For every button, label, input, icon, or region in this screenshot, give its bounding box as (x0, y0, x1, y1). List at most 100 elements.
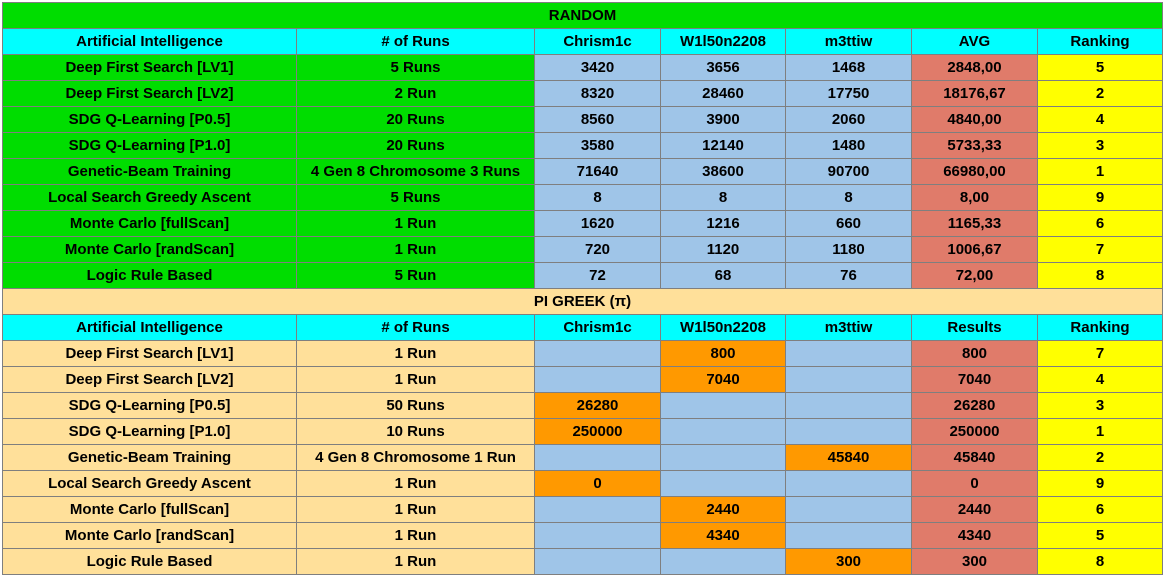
ranking-cell: 2 (1037, 80, 1163, 107)
section-title-row: PI GREEK (π) (2, 288, 1163, 315)
result-cell: 2848,00 (911, 54, 1038, 81)
table-row: Monte Carlo [randScan] 1 Run 720 1120 1180 10… (2, 236, 1163, 263)
runs-cell: 1 Run (296, 340, 535, 367)
header-ai: Artificial Intelligence (2, 28, 297, 55)
runs-cell: 4 Gen 8 Chromosome 3 Runs (296, 158, 535, 185)
chrism1c-cell: 8 (534, 184, 661, 211)
result-cell: 0 (911, 470, 1038, 497)
header-w1l50n2208: W1l50n2208 (660, 314, 786, 341)
ai-name-cell: Deep First Search [LV2] (2, 366, 297, 393)
table-row: Local Search Greedy Ascent 5 Runs 8 8 8 8,00 9 (2, 184, 1163, 211)
table-row: Genetic-Beam Training 4 Gen 8 Chromosome … (2, 444, 1163, 471)
runs-cell: 5 Runs (296, 54, 535, 81)
result-cell: 300 (911, 548, 1038, 575)
chrism1c-cell (534, 496, 661, 523)
header-ai: Artificial Intelligence (2, 314, 297, 341)
result-cell: 1165,33 (911, 210, 1038, 237)
ranking-cell: 2 (1037, 444, 1163, 471)
table-row: SDG Q-Learning [P1.0] 10 Runs 250000 250000… (2, 418, 1163, 445)
runs-cell: 1 Run (296, 470, 535, 497)
runs-cell: 1 Run (296, 496, 535, 523)
w1l50n2208-cell: 3900 (660, 106, 786, 133)
ranking-cell: 9 (1037, 470, 1163, 497)
ai-name-cell: SDG Q-Learning [P0.5] (2, 106, 297, 133)
runs-cell: 1 Run (296, 548, 535, 575)
m3ttiw-cell (785, 366, 912, 393)
chrism1c-cell (534, 340, 661, 367)
chrism1c-cell: 1620 (534, 210, 661, 237)
m3ttiw-cell: 76 (785, 262, 912, 289)
table-row: SDG Q-Learning [P0.5] 50 Runs 26280 26280 3 (2, 392, 1163, 419)
w1l50n2208-cell: 1120 (660, 236, 786, 263)
section-title: RANDOM (2, 2, 1163, 29)
table-row: Deep First Search [LV2] 2 Run 8320 28460 177… (2, 80, 1163, 107)
chrism1c-cell: 26280 (534, 392, 661, 419)
runs-cell: 1 Run (296, 210, 535, 237)
section-title: PI GREEK (π) (2, 288, 1163, 315)
header-result: Results (911, 314, 1038, 341)
runs-cell: 20 Runs (296, 106, 535, 133)
table-row: Monte Carlo [fullScan] 1 Run 2440 2440 6 (2, 496, 1163, 523)
ranking-cell: 5 (1037, 522, 1163, 549)
ranking-cell: 1 (1037, 418, 1163, 445)
m3ttiw-cell: 660 (785, 210, 912, 237)
runs-cell: 2 Run (296, 80, 535, 107)
result-cell: 4340 (911, 522, 1038, 549)
table-row: SDG Q-Learning [P0.5] 20 Runs 8560 3900 2060… (2, 106, 1163, 133)
m3ttiw-cell (785, 470, 912, 497)
w1l50n2208-cell: 3656 (660, 54, 786, 81)
ranking-cell: 3 (1037, 392, 1163, 419)
ai-name-cell: Monte Carlo [randScan] (2, 236, 297, 263)
header-ranking: Ranking (1037, 28, 1163, 55)
w1l50n2208-cell: 8 (660, 184, 786, 211)
header-m3ttiw: m3ttiw (785, 28, 912, 55)
result-cell: 2440 (911, 496, 1038, 523)
chrism1c-cell: 72 (534, 262, 661, 289)
ai-name-cell: Monte Carlo [fullScan] (2, 496, 297, 523)
result-cell: 250000 (911, 418, 1038, 445)
w1l50n2208-cell: 4340 (660, 522, 786, 549)
m3ttiw-cell: 1180 (785, 236, 912, 263)
runs-cell: 20 Runs (296, 132, 535, 159)
ai-name-cell: Logic Rule Based (2, 548, 297, 575)
table-row: Deep First Search [LV2] 1 Run 7040 7040 4 (2, 366, 1163, 393)
runs-cell: 4 Gen 8 Chromosome 1 Run (296, 444, 535, 471)
chrism1c-cell (534, 366, 661, 393)
m3ttiw-cell: 45840 (785, 444, 912, 471)
table-row: Local Search Greedy Ascent 1 Run 0 0 9 (2, 470, 1163, 497)
chrism1c-cell: 8320 (534, 80, 661, 107)
w1l50n2208-cell: 38600 (660, 158, 786, 185)
header-row: Artificial Intelligence # of Runs Chrism1c… (2, 314, 1163, 341)
table-row: Genetic-Beam Training 4 Gen 8 Chromosome … (2, 158, 1163, 185)
m3ttiw-cell: 17750 (785, 80, 912, 107)
runs-cell: 1 Run (296, 236, 535, 263)
chrism1c-cell (534, 444, 661, 471)
w1l50n2208-cell: 12140 (660, 132, 786, 159)
ranking-cell: 4 (1037, 366, 1163, 393)
ai-name-cell: Local Search Greedy Ascent (2, 470, 297, 497)
result-cell: 5733,33 (911, 132, 1038, 159)
header-chrism1c: Chrism1c (534, 314, 661, 341)
table-row: Logic Rule Based 1 Run 300 300 8 (2, 548, 1163, 575)
m3ttiw-cell (785, 496, 912, 523)
w1l50n2208-cell: 7040 (660, 366, 786, 393)
m3ttiw-cell: 2060 (785, 106, 912, 133)
ranking-cell: 1 (1037, 158, 1163, 185)
runs-cell: 5 Runs (296, 184, 535, 211)
runs-cell: 50 Runs (296, 392, 535, 419)
result-cell: 45840 (911, 444, 1038, 471)
result-cell: 66980,00 (911, 158, 1038, 185)
w1l50n2208-cell (660, 444, 786, 471)
ai-name-cell: SDG Q-Learning [P0.5] (2, 392, 297, 419)
header-row: Artificial Intelligence # of Runs Chrism1c… (2, 28, 1163, 55)
w1l50n2208-cell (660, 470, 786, 497)
chrism1c-cell: 8560 (534, 106, 661, 133)
ranking-cell: 8 (1037, 548, 1163, 575)
ranking-cell: 8 (1037, 262, 1163, 289)
w1l50n2208-cell (660, 418, 786, 445)
ranking-cell: 3 (1037, 132, 1163, 159)
table-row: Deep First Search [LV1] 1 Run 800 800 7 (2, 340, 1163, 367)
ai-name-cell: Logic Rule Based (2, 262, 297, 289)
